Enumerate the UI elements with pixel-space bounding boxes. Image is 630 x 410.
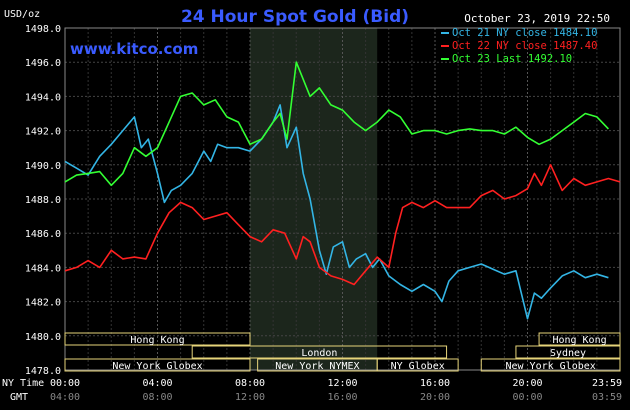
- session-label: London: [301, 348, 337, 359]
- session-band: Hong Kong: [64, 332, 251, 346]
- session-label: Hong Kong: [552, 335, 606, 346]
- session-band-box: [64, 358, 251, 372]
- x-tick-label-gmt: 20:00: [420, 392, 450, 403]
- y-tick-label: 1496.0: [25, 58, 61, 69]
- brand-url: www.kitco.com: [70, 40, 198, 58]
- series-line: [64, 61, 609, 187]
- y-tick-label: 1492.0: [25, 127, 61, 138]
- x-tick-label-ny: 00:00: [50, 378, 80, 389]
- session-band-box: [376, 358, 459, 372]
- y-tick-label: 1494.0: [25, 92, 61, 103]
- session-band: New York Globex: [480, 358, 621, 372]
- session-band: Hong Kong: [538, 332, 621, 346]
- session-label: NY Globex: [391, 361, 445, 372]
- y-tick-label: 1484.0: [25, 263, 61, 274]
- y-tick-label: 1480.0: [25, 332, 61, 343]
- session-band-box: [64, 332, 251, 346]
- series-lines: [64, 61, 621, 320]
- y-tick-label: 1478.0: [25, 366, 61, 377]
- x-tick-label-ny: 12:00: [327, 378, 357, 389]
- session-band-box: [480, 358, 621, 372]
- x-tick-label-gmt: 08:00: [142, 392, 172, 403]
- x-tick-label-gmt: 04:00: [50, 392, 80, 403]
- y-tick-label: 1490.0: [25, 161, 61, 172]
- y-tick-label: 1498.0: [25, 24, 61, 35]
- x-tick-labels: 00:00 04:00 08:00 12:00 16:00 20:00 23:59 04:00…: [50, 378, 622, 403]
- session-band-box: [515, 345, 621, 359]
- chart-title: 24 Hour Spot Gold (Bid): [181, 7, 409, 27]
- unit-label: USD/oz: [4, 9, 40, 20]
- grid: [64, 27, 621, 371]
- x-tick-label-ny: 08:00: [235, 378, 265, 389]
- session-label: New York NYMEX: [275, 361, 359, 372]
- series-line: [64, 164, 621, 286]
- session-band: Sydney: [515, 345, 621, 359]
- legend-entry: Oct 22 NY close 1487.40: [441, 40, 597, 52]
- ny-time-label: NY Time: [2, 378, 44, 389]
- session-label: New York Globex: [112, 361, 202, 372]
- x-tick-label-ny: 16:00: [420, 378, 450, 389]
- session-band: London: [191, 345, 448, 359]
- legend-entry: Oct 21 NY close 1484.10: [441, 27, 597, 39]
- legend-entry: Oct 23 Last 1492.10: [441, 53, 572, 65]
- x-tick-label-gmt: 03:59: [592, 392, 622, 403]
- series-line: [64, 104, 609, 320]
- date-time: October 23, 2019 22:50: [464, 12, 610, 25]
- legend-label: Oct 22 NY close 1487.40: [452, 40, 597, 52]
- y-tick-label: 1488.0: [25, 195, 61, 206]
- plot-frame: [64, 27, 621, 371]
- legend-label: Oct 23 Last 1492.10: [452, 53, 572, 65]
- y-tick-label: 1486.0: [25, 229, 61, 240]
- session-label: Sydney: [550, 348, 586, 359]
- session-band: New York NYMEX: [257, 358, 378, 372]
- session-label: New York Globex: [505, 361, 595, 372]
- x-tick-label-ny: 20:00: [512, 378, 542, 389]
- x-tick-label-gmt: 12:00: [235, 392, 265, 403]
- gmt-label: GMT: [10, 392, 28, 403]
- legend-label: Oct 21 NY close 1484.10: [452, 27, 597, 39]
- x-tick-label-ny: 23:59: [592, 378, 622, 389]
- x-tick-label-gmt: 16:00: [327, 392, 357, 403]
- session-band-box: [538, 332, 621, 346]
- session-label: Hong Kong: [130, 335, 184, 346]
- y-tick-label: 1482.0: [25, 298, 61, 309]
- session-band: NY Globex: [376, 358, 459, 372]
- session-band-box: [191, 345, 448, 359]
- y-tick-labels: 1478.0 1480.0 1482.0 1484.0 1486.0 1488.0 1490…: [25, 24, 61, 377]
- x-tick-label-gmt: 00:00: [512, 392, 542, 403]
- x-tick-label-ny: 04:00: [142, 378, 172, 389]
- session-band: New York Globex: [64, 358, 251, 372]
- session-bands: Hong Kong London New York Globex New York N…: [64, 332, 621, 372]
